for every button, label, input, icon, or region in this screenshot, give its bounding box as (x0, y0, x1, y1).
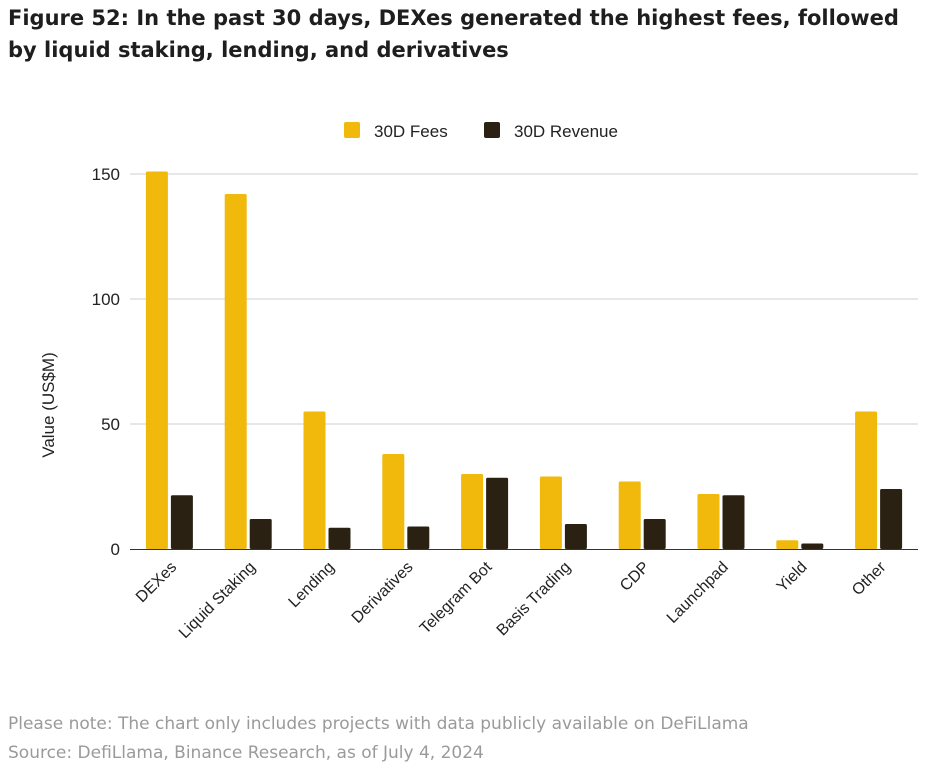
bar-fees (382, 454, 405, 549)
y-axis-ticks: 0 50 100 150 (92, 165, 120, 559)
bar-fees (618, 481, 641, 549)
y-tick-label: 50 (101, 415, 120, 434)
bar-revenue (328, 527, 351, 549)
bar-revenue (564, 524, 587, 549)
legend: 30D Fees 30D Revenue (344, 122, 618, 141)
x-tick-label: Launchpad (664, 559, 732, 627)
bar-fees (855, 411, 878, 549)
x-tick-label: Yield (774, 559, 811, 596)
legend-swatch (344, 122, 360, 138)
bar-revenue (801, 543, 824, 549)
legend-label: 30D Revenue (514, 122, 618, 141)
bar-revenue (880, 489, 903, 549)
x-tick-label: Liquid Staking (176, 559, 259, 642)
bar-fees (461, 474, 484, 549)
bar-revenue (407, 526, 430, 549)
x-tick-label: CDP (617, 559, 653, 595)
legend-swatch (484, 122, 500, 138)
bar-fees (697, 494, 720, 549)
bar-revenue (170, 495, 193, 549)
y-tick-label: 150 (92, 165, 120, 184)
bar-fees (145, 171, 168, 549)
y-tick-label: 0 (111, 540, 120, 559)
y-axis-label: Value (US$M) (39, 352, 58, 458)
bar-revenue (722, 495, 745, 549)
chart-note: Please note: The chart only includes pro… (8, 714, 749, 734)
bar-revenue (486, 477, 509, 549)
gridlines (130, 173, 918, 425)
bar-fees (303, 411, 326, 549)
bar-fees (776, 540, 799, 549)
figure-title: Figure 52: In the past 30 days, DEXes ge… (8, 6, 899, 62)
bar-revenue (643, 519, 666, 549)
x-tick-label: Telegram Bot (417, 558, 496, 637)
bar-fees (539, 476, 562, 549)
x-tick-label: DEXes (133, 559, 180, 606)
bar-fees (224, 194, 247, 549)
x-tick-label: Derivatives (349, 559, 417, 627)
x-tick-label: Other (849, 558, 890, 599)
bars (145, 171, 903, 549)
y-tick-label: 100 (92, 290, 120, 309)
bar-revenue (249, 519, 272, 549)
source-note: Source: DefiLlama, Binance Research, as … (8, 743, 484, 763)
x-tick-label: Basis Trading (494, 559, 575, 640)
legend-label: 30D Fees (374, 122, 448, 141)
x-tick-label: Lending (286, 559, 338, 611)
